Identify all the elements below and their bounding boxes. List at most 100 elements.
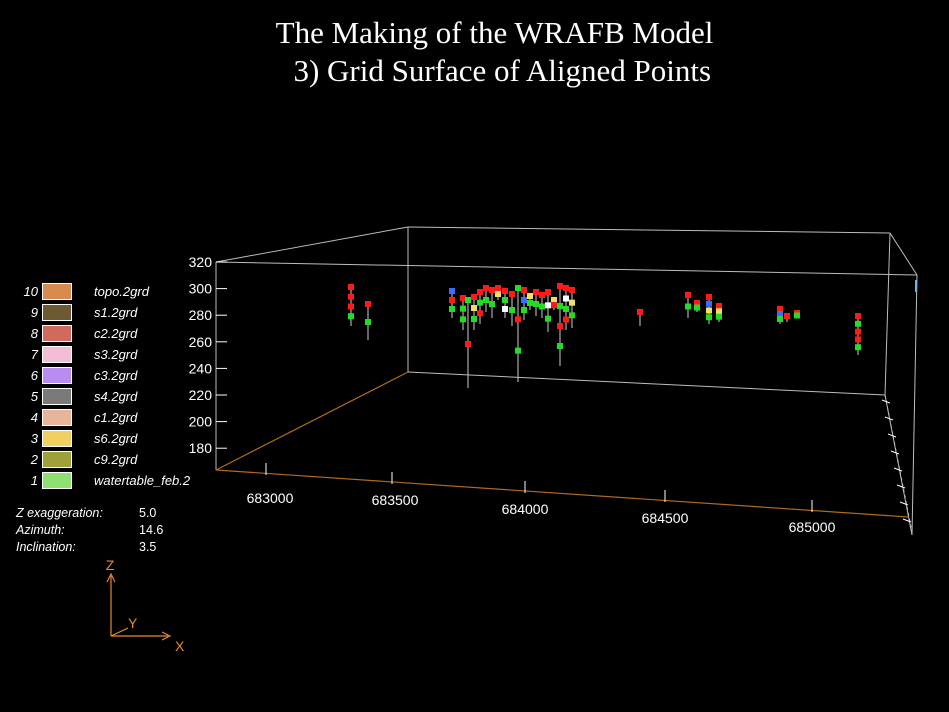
borehole-point (563, 295, 569, 302)
y-tick-mark (887, 433, 897, 438)
z-tick-label: 260 (189, 334, 213, 350)
well-points (348, 283, 861, 388)
borehole-point (716, 313, 722, 320)
borehole-point (706, 314, 712, 321)
legend-label: watertable_feb.2 (94, 473, 191, 488)
legend-swatch (42, 388, 72, 405)
x-axis-label: X (175, 638, 185, 654)
borehole-point (563, 316, 569, 323)
z-axis-arrow (106, 572, 116, 583)
legend-swatch (42, 472, 72, 489)
legend-swatch (42, 409, 72, 426)
borehole (794, 310, 800, 319)
parameter-label: Inclination: (16, 540, 76, 554)
y-axis-line (110, 627, 129, 637)
borehole-point (365, 301, 371, 307)
legend-label: s1.2grd (94, 305, 138, 320)
legend-swatch (42, 367, 72, 384)
borehole-point (477, 299, 483, 306)
borehole (551, 297, 557, 310)
borehole-point (521, 297, 527, 303)
box-edge-back-right-vertical (884, 232, 891, 396)
axis-ticks: 320 300 280 260 240 220 200 180 683000 683500 6840… (189, 254, 912, 535)
legend-label: c1.2grd (94, 410, 138, 425)
borehole (521, 287, 527, 320)
borehole-point (716, 308, 722, 315)
borehole (716, 303, 722, 322)
borehole-point (348, 284, 354, 290)
x-tick-label: 683000 (247, 490, 294, 506)
borehole-point (471, 305, 477, 311)
legend-label: c2.2grd (94, 326, 138, 341)
borehole-point (509, 291, 515, 297)
borehole (563, 285, 569, 330)
borehole (533, 289, 539, 316)
borehole-point (557, 303, 563, 309)
borehole-point (694, 300, 700, 306)
legend-swatch (42, 283, 72, 300)
borehole-point (489, 287, 495, 293)
borehole-point (502, 306, 508, 312)
borehole-point (460, 305, 466, 312)
borehole (495, 285, 501, 300)
parameter-value: 14.6 (139, 523, 164, 537)
borehole (465, 297, 471, 388)
parameter-row: Inclination: 3.5 (16, 539, 216, 556)
legend-number: 2 (30, 452, 38, 467)
borehole-point (515, 347, 521, 354)
parameter-value: 5.0 (139, 506, 157, 520)
borehole-point (855, 336, 861, 343)
borehole-point (527, 293, 533, 299)
borehole-point (794, 312, 800, 319)
borehole-point (694, 304, 700, 311)
legend-number: 4 (30, 410, 38, 425)
borehole (685, 292, 691, 318)
borehole-point (545, 302, 551, 309)
legend-item: 5 s4.2grd (14, 387, 234, 407)
borehole-point (521, 287, 527, 293)
borehole-point (465, 341, 471, 347)
borehole (637, 309, 643, 326)
borehole-point (449, 297, 455, 303)
borehole (509, 291, 515, 326)
borehole (502, 288, 508, 318)
borehole-point (563, 285, 569, 291)
legend-item: 3 s6.2grd (14, 429, 234, 449)
borehole (694, 300, 700, 312)
legend-label: s3.2grd (94, 347, 138, 362)
z-tick-label: 240 (189, 360, 213, 376)
borehole (348, 284, 354, 326)
legend-item: 10 topo.2grd (14, 282, 234, 302)
box-edge-front-right-vertical (911, 274, 918, 536)
borehole-point (777, 306, 783, 312)
legend-number: 8 (30, 326, 38, 341)
legend-number: 10 (23, 284, 38, 299)
z-tick-label: 200 (189, 414, 213, 430)
y-tick-mark (881, 399, 891, 404)
parameter-label: Azimuth: (16, 523, 65, 537)
borehole-point (495, 291, 501, 297)
legend-number: 6 (30, 368, 38, 383)
parameter-label: Z exaggeration: (16, 506, 103, 520)
borehole (489, 287, 495, 318)
parameter-row: Azimuth: 14.6 (16, 522, 216, 539)
z-tick-label: 220 (189, 387, 213, 403)
borehole-point (483, 297, 489, 303)
figure-title: The Making of the WRAFB Model 3) Grid Su… (0, 14, 949, 90)
borehole-point (557, 283, 563, 289)
borehole (449, 288, 455, 318)
borehole-point (551, 297, 557, 303)
title-line-2: 3) Grid Surface of Aligned Points (277, 53, 712, 88)
legend-number: 9 (30, 305, 38, 320)
borehole-point (471, 316, 477, 322)
borehole (784, 313, 790, 322)
x-tick-label: 684000 (502, 501, 549, 517)
legend-label: c9.2grd (94, 452, 138, 467)
borehole-point (685, 303, 691, 310)
legend-number: 3 (30, 431, 38, 446)
borehole-point (855, 313, 861, 319)
borehole-point (449, 306, 455, 312)
borehole-point (521, 307, 527, 313)
view-parameters: Z exaggeration: 5.0 Azimuth: 14.6 Inclinatio… (16, 505, 216, 556)
box-edge-back-top (407, 226, 891, 234)
